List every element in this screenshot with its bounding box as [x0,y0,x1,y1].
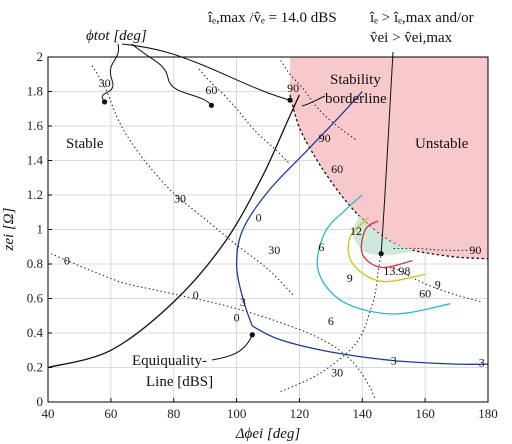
phi-tot-label-value: 0 [64,254,70,268]
y-tick-label: 1 [37,222,44,237]
equiquality-contour-12 [360,220,413,269]
phi-tot-label-value: 30 [331,366,343,380]
limit-condition-label-2: v̂ei > v̂ei,max [370,30,453,46]
equiquality-label-1: Equiquality- [132,353,207,369]
phi-tot-label-value: 60 [419,286,431,300]
optimum-leader [380,51,394,254]
x-axis-label: Δϕei [deg] [235,426,301,442]
y-tick-label: 1.2 [27,187,43,202]
phi-tot-label-value: 60 [205,83,217,97]
x-tick-label: 40 [42,406,55,421]
phi-tot-contour [393,247,476,251]
y-tick-label: 1.6 [27,118,44,133]
x-tick-label: 60 [104,406,117,421]
x-tick-label: 100 [227,406,247,421]
stability-borderline-leader [301,95,326,107]
y-tick-label: 1.4 [27,153,44,168]
equiquality-level-label: 13.98 [383,264,410,278]
unstable-label: Unstable [415,136,469,152]
phi-tot-label-value: 0 [234,310,240,324]
unstable-region [290,57,488,259]
phi-tot-contour [393,266,482,303]
x-tick-label: 160 [415,406,435,421]
equiquality-label-2: Line [dBS] [146,374,213,390]
equiquality-level-label: 9 [347,271,353,285]
equiquality-level-label: 6 [328,314,334,328]
stability-borderline-label-2: borderline [325,91,387,107]
equiquality-contours [48,91,488,369]
y-tick-label: 2 [37,49,44,64]
equiquality-leader [211,334,253,361]
stability-borderline-label-1: Stability [330,72,381,88]
phi-tot-contour [280,253,382,393]
equiquality-contour-0 [48,94,300,369]
equiquality-level-label: 0 [256,210,262,224]
phi-tot-label-value: 30 [174,191,186,205]
y-tick-label: 1.8 [27,84,43,99]
annotation-callouts [101,43,394,361]
equiquality-contour-6 [316,194,451,315]
phi-tot-leader-3 [121,43,291,101]
y-tick-label: 0 [37,394,44,409]
y-axis-label: zei [Ω] [1,207,17,251]
y-tick-label: 0.6 [27,291,44,306]
phi-tot-label-value: 30 [99,76,111,90]
phi-tot-label-value: 90 [287,81,299,95]
limit-condition-label-1: îₑ > îₑ,max and/or [369,10,474,26]
axis-ticks: 40 60 80 100 120 140 160 18000.20.40.60.811.21.… [27,49,498,421]
phi-tot-label-value: 90 [469,243,481,257]
equiquality-level-label: 3 [479,355,485,369]
region-fills [289,57,488,260]
y-tick-label: 0.8 [27,256,43,271]
stable-label: Stable [66,136,104,152]
equiquality-contour-0 [235,91,363,327]
equiquality-level-label: 6 [318,240,324,254]
equiquality-level-label: 12 [350,224,362,238]
equiquality-level-label: 9 [435,278,441,292]
phi-tot-contours [50,60,482,399]
y-tick-label: 0.4 [27,325,44,340]
x-tick-label: 80 [167,406,180,421]
equiquality-contour-3 [252,325,488,365]
phi-tot-label-value: 90 [319,131,331,145]
phi-tot-label: ϕtot [deg] [86,28,147,44]
phi-tot-leader-1 [101,43,120,103]
equiquality-level-label: 3 [391,354,397,368]
header-ratio: îₑ,max /v̂ₑ = 14.0 dBS [207,10,337,26]
x-tick-label: 140 [353,406,373,421]
x-tick-label: 120 [290,406,310,421]
equiquality-level-label: 0 [193,288,199,302]
equiquality-level-label: 3 [240,295,246,309]
y-tick-label: 0.2 [27,360,43,375]
equiquality-contour-9 [347,216,426,283]
phi-tot-label-value: 30 [268,243,280,257]
phi-tot-contour [91,65,294,296]
phi-tot-contour [280,60,357,141]
x-tick-label: 180 [478,406,498,421]
phi-tot-leader-2 [131,43,212,106]
phi-tot-label-value: 60 [331,162,343,176]
